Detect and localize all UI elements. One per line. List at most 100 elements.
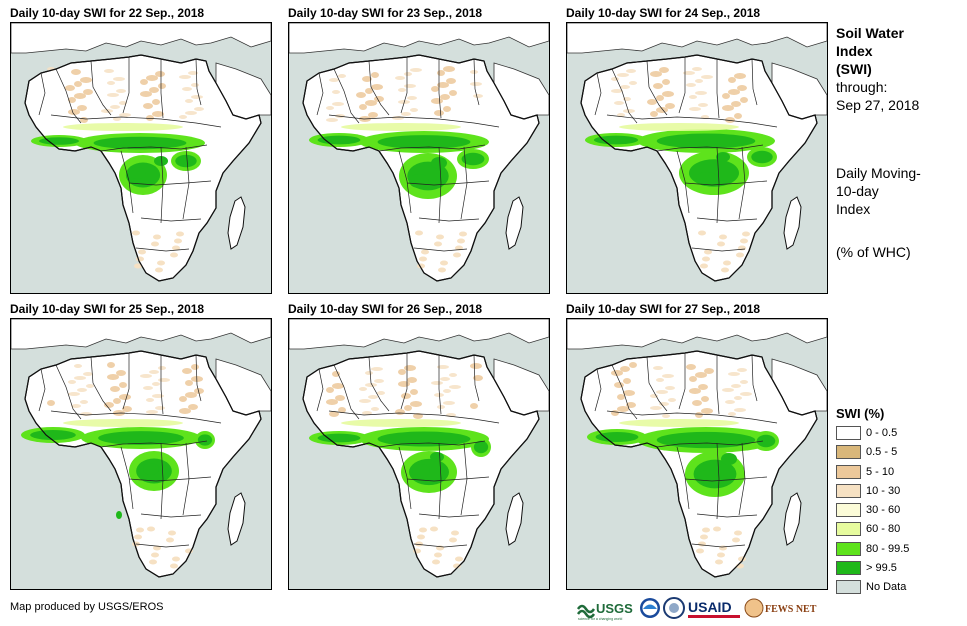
- saturated-area-patch: [696, 172, 718, 186]
- dry-area-patch: [620, 85, 630, 89]
- dry-area-patch: [734, 113, 742, 119]
- dry-area-patch: [68, 380, 76, 384]
- dry-area-patch: [185, 392, 197, 398]
- dry-area-patch: [185, 111, 197, 115]
- country-border: [716, 442, 720, 520]
- dry-area-patch: [734, 396, 742, 400]
- dry-area-patch: [717, 241, 725, 247]
- dry-area-patch: [623, 109, 635, 113]
- country-border: [751, 58, 758, 106]
- country-border: [328, 410, 500, 424]
- dry-area-patch: [395, 76, 405, 80]
- dry-area-patch: [611, 410, 619, 416]
- country-border: [594, 368, 602, 412]
- dry-area-patch: [179, 408, 191, 414]
- dry-area-patch: [736, 252, 744, 258]
- dry-area-patch: [700, 534, 708, 540]
- dry-area-patch: [404, 405, 412, 411]
- dry-area-patch: [107, 81, 115, 85]
- dry-area-patch: [662, 374, 674, 378]
- dry-area-patch: [149, 87, 159, 93]
- africa-map: [566, 22, 828, 294]
- africa-coastline: [24, 54, 262, 282]
- dry-area-patch: [182, 368, 192, 374]
- africa-coastline: [24, 350, 262, 578]
- africa-map-svg: [11, 319, 271, 589]
- swi-map-panel-6: Daily 10-day SWI for 27 Sep., 2018: [566, 300, 828, 590]
- dry-area-patch: [74, 81, 82, 87]
- panel-title: Daily 10-day SWI for 25 Sep., 2018: [10, 302, 205, 316]
- dry-area-patch: [401, 393, 411, 399]
- dry-area-patch: [656, 107, 668, 113]
- africa-coastline: [302, 350, 540, 578]
- dry-area-patch: [437, 82, 449, 88]
- africa-map-svg: [289, 23, 549, 293]
- country-border: [368, 356, 390, 412]
- legend-label: > 99.5: [866, 562, 897, 575]
- dry-area-patch: [689, 376, 697, 382]
- dry-area-patch: [695, 91, 707, 95]
- dry-area-patch: [68, 392, 80, 396]
- dry-area-patch: [647, 99, 657, 105]
- country-border: [182, 442, 190, 516]
- dry-area-patch: [419, 527, 427, 533]
- dry-area-patch: [702, 256, 710, 262]
- through-date: Sep 27, 2018: [836, 97, 920, 113]
- saturated-area-band: [756, 434, 776, 448]
- legend-label: 10 - 30: [866, 484, 901, 497]
- dry-area-patch: [659, 67, 669, 73]
- dry-area-patch: [395, 409, 405, 415]
- country-border: [676, 446, 690, 510]
- dry-area-patch: [362, 411, 372, 415]
- dry-area-patch: [404, 365, 416, 371]
- dry-area-patch: [371, 84, 383, 90]
- saturated-area-band: [98, 431, 184, 445]
- dry-area-patch: [157, 260, 165, 266]
- saturated-area-band: [461, 152, 485, 166]
- legend-item: 30 - 60: [836, 501, 900, 520]
- legend-swatch: [836, 483, 861, 498]
- dry-area-patch: [80, 117, 88, 123]
- dry-area-patch: [437, 70, 445, 76]
- country-border: [406, 180, 490, 186]
- country-border: [328, 114, 500, 128]
- dry-area-patch: [326, 118, 338, 122]
- dry-area-patch: [110, 386, 120, 392]
- country-border: [473, 354, 480, 402]
- dry-area-patch: [742, 231, 750, 237]
- legend-title: SWI (%): [836, 406, 885, 421]
- madagascar: [227, 492, 246, 546]
- dry-area-patch: [692, 67, 702, 71]
- country-border: [90, 356, 112, 412]
- country-border: [406, 476, 490, 482]
- dry-area-patch: [723, 260, 731, 266]
- swi-map-panel-3: Daily 10-day SWI for 24 Sep., 2018: [566, 4, 828, 294]
- dry-area-patch: [77, 388, 87, 392]
- dry-area-patch: [146, 115, 154, 121]
- dry-area-patch: [158, 366, 166, 370]
- country-border: [418, 217, 480, 222]
- country-border: [100, 144, 208, 152]
- madagascar: [505, 196, 524, 250]
- legend-item: No Data: [836, 578, 906, 597]
- dry-area-patch: [470, 70, 478, 74]
- legend-label: 60 - 80: [866, 523, 901, 536]
- saturated-area-band: [656, 431, 756, 449]
- dry-area-patch: [700, 263, 708, 269]
- dry-area-patch: [365, 383, 377, 387]
- country-border: [646, 60, 668, 116]
- legend-item: 5 - 10: [836, 463, 894, 482]
- description-line: Index: [836, 201, 871, 217]
- dry-area-patch: [629, 81, 637, 85]
- country-border: [135, 543, 190, 548]
- saturated-area-band: [30, 430, 76, 440]
- legend-swatch: [836, 464, 861, 479]
- dry-area-patch: [453, 252, 461, 258]
- dry-area-patch: [153, 545, 161, 551]
- country-border: [413, 247, 468, 252]
- dry-area-patch: [698, 541, 706, 547]
- dry-area-patch: [731, 384, 741, 388]
- country-border: [413, 543, 468, 548]
- title-line: Soil Water: [836, 25, 904, 41]
- dry-area-patch: [158, 83, 166, 89]
